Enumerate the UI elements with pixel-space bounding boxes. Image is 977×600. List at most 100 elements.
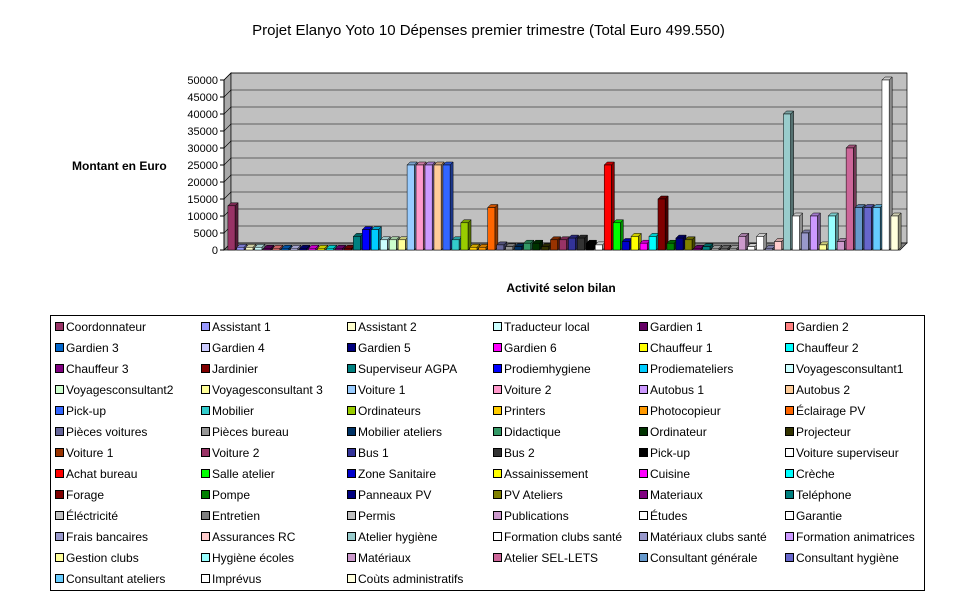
legend-swatch [493, 406, 502, 415]
legend-swatch [347, 322, 356, 331]
legend-swatch [493, 469, 502, 478]
legend-label: Chauffeur 2 [796, 341, 859, 355]
bar [272, 248, 281, 251]
legend-swatch [493, 448, 502, 457]
legend-label: Permis [358, 509, 396, 523]
bar [872, 207, 881, 251]
legend-swatch [785, 385, 794, 394]
legend-swatch [493, 553, 502, 562]
legend-label: Salle atelier [212, 467, 275, 481]
legend-swatch [493, 385, 502, 394]
legend-swatch [347, 469, 356, 478]
legend-swatch [55, 385, 64, 394]
legend-swatch [493, 532, 502, 541]
bar [863, 207, 872, 251]
legend-label: Imprévus [212, 572, 262, 586]
bar [693, 248, 702, 251]
chart-plot: 0 5000 10000 15000 20000 25000 30000 35000 40000… [187, 72, 908, 257]
bar [702, 246, 711, 251]
legend-swatch [347, 385, 356, 394]
gridline [223, 191, 232, 200]
bar [836, 241, 845, 251]
bar [415, 164, 424, 251]
legend-swatch [639, 427, 648, 436]
bar [469, 247, 478, 251]
legend-label: Gardien 1 [650, 320, 703, 334]
bar [612, 222, 621, 251]
bar [245, 247, 254, 251]
legend-swatch [55, 469, 64, 478]
legend-label: Atelier hygiène [358, 530, 438, 544]
legend-swatch [201, 553, 210, 562]
legend-swatch [55, 532, 64, 541]
bar [621, 241, 630, 251]
bar [586, 242, 594, 251]
legend-swatch [639, 532, 648, 541]
y-tick-label: 30000 [187, 143, 218, 155]
bar-side [664, 195, 669, 251]
legend-label: Didactique [504, 425, 561, 439]
legend-swatch [201, 532, 210, 541]
legend-label: Matériaux clubs santé [650, 530, 767, 544]
legend-label: Cuisine [650, 467, 691, 481]
legend-label: Voyagesconsultant 3 [212, 383, 323, 397]
legend-label: Gardien 6 [504, 341, 557, 355]
legend-label: Gardien 5 [358, 341, 411, 355]
bar [792, 215, 800, 251]
gridline [223, 140, 232, 149]
y-tick-label: 0 [212, 245, 218, 257]
bar [344, 248, 352, 251]
bar [756, 236, 764, 251]
bar [317, 248, 325, 251]
bar [532, 242, 540, 251]
legend-label: PV Ateliers [504, 488, 563, 502]
legend-swatch [55, 553, 64, 562]
bar-side [234, 202, 239, 251]
legend-label: Formation animatrices [796, 530, 915, 544]
legend-label: Printers [504, 404, 546, 418]
bar-side [897, 212, 902, 251]
bar [747, 246, 755, 251]
legend-swatch [347, 511, 356, 520]
legend-swatch [55, 490, 64, 499]
bar [819, 244, 827, 251]
legend-label: Achat bureau [66, 467, 138, 481]
legend-swatch [785, 469, 794, 478]
bar [783, 113, 791, 251]
legend-label: Voyagesconsultant2 [66, 383, 174, 397]
legend-swatch [201, 469, 210, 478]
bar [514, 246, 523, 251]
legend-label: Chauffeur 3 [66, 362, 129, 376]
legend-swatch [55, 574, 64, 583]
legend-swatch [639, 406, 648, 415]
legend-swatch [201, 574, 210, 583]
legend-swatch [55, 322, 64, 331]
legend-swatch [493, 490, 502, 499]
bar [603, 164, 612, 251]
legend-label: Prodiemhygiene [504, 362, 591, 376]
legend-swatch [493, 511, 502, 520]
legend-label: Pompe [212, 488, 251, 502]
legend-swatch [347, 364, 356, 373]
bar [478, 247, 487, 251]
legend-swatch [785, 448, 794, 457]
legend-label: Voiture 2 [504, 383, 552, 397]
bar [353, 236, 361, 251]
legend-swatch [639, 343, 648, 352]
legend-label: Formation clubs santé [504, 530, 623, 544]
bar [711, 248, 720, 251]
legend-swatch [347, 490, 356, 499]
legend-label: Pièces voitures [66, 425, 148, 439]
legend-swatch [785, 490, 794, 499]
legend-label: Teléphone [796, 488, 852, 502]
bar [424, 164, 433, 251]
bar-side [449, 161, 454, 251]
bar [630, 236, 639, 251]
legend-swatch [55, 448, 64, 457]
legend-label: Hygiène écoles [212, 551, 295, 565]
legend-label: Ordinateurs [358, 404, 421, 418]
legend-swatch [55, 343, 64, 352]
legend-label: Gestion clubs [66, 551, 139, 565]
legend-swatch [347, 343, 356, 352]
legend-label: Assistant 1 [212, 320, 271, 334]
